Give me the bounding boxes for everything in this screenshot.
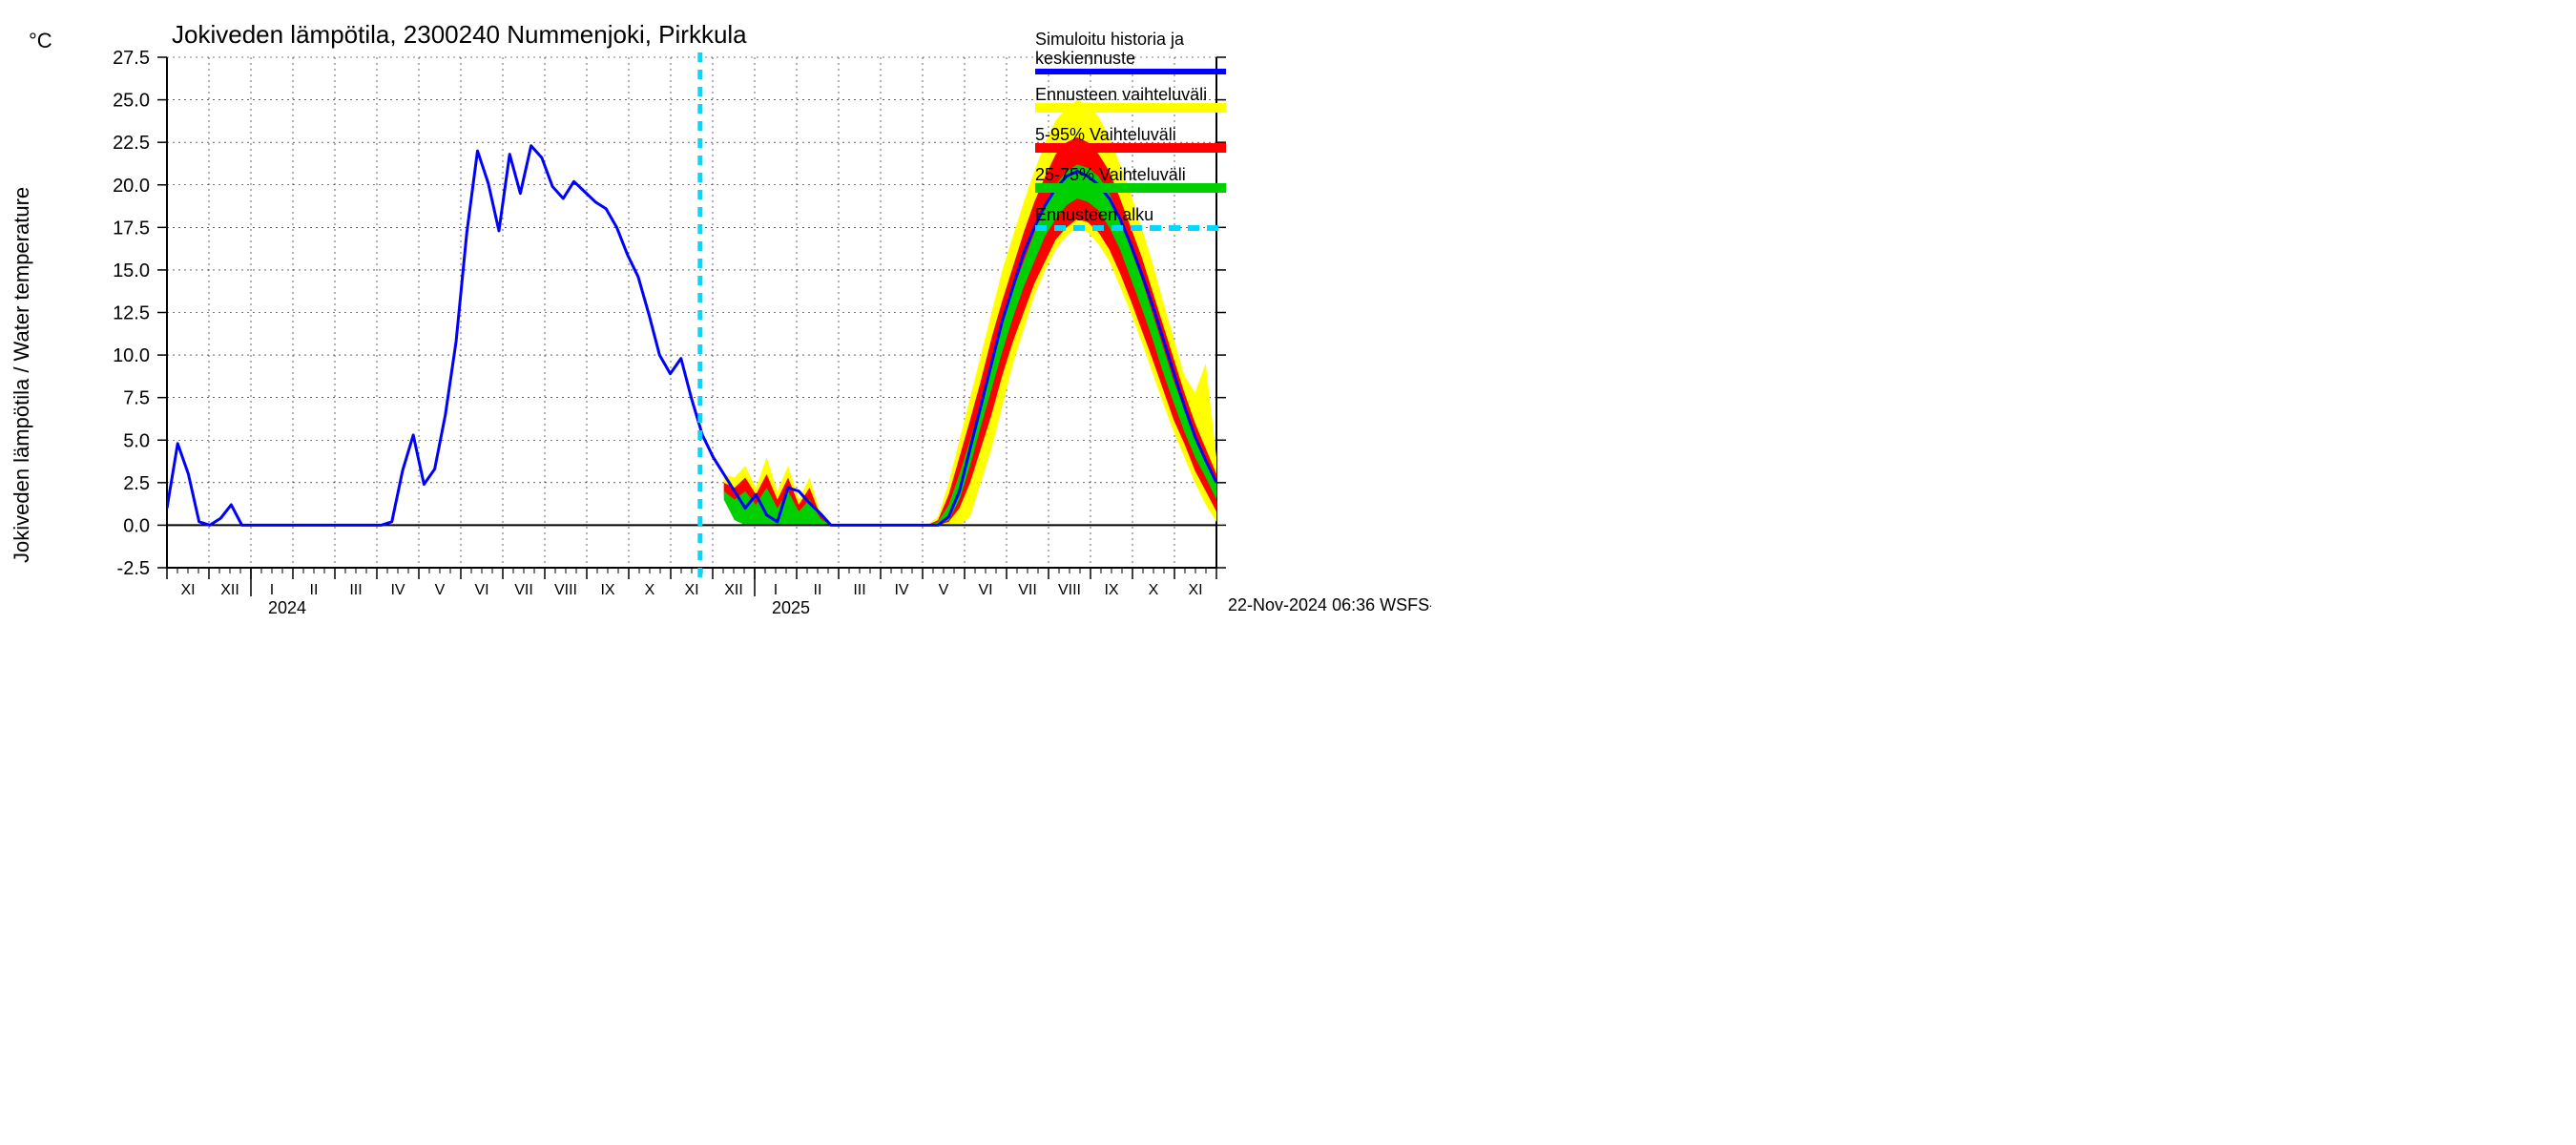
x-month-label: XI bbox=[180, 582, 195, 598]
x-year-label: 2024 bbox=[268, 598, 306, 617]
x-month-label: I bbox=[270, 582, 274, 598]
x-month-label: IV bbox=[390, 582, 405, 598]
legend-label: 5-95% Vaihteluväli bbox=[1035, 125, 1176, 144]
footer-timestamp: 22-Nov-2024 06:36 WSFS-O bbox=[1228, 595, 1431, 614]
chart-container: Jokiveden lämpötila, 2300240 Nummenjoki,… bbox=[0, 0, 1431, 636]
x-month-label: VIII bbox=[554, 582, 577, 598]
x-month-label: VIII bbox=[1058, 582, 1081, 598]
x-month-label: VII bbox=[514, 582, 533, 598]
y-axis-label: Jokiveden lämpötila / Water temperature bbox=[10, 187, 33, 563]
chart-svg: Jokiveden lämpötila, 2300240 Nummenjoki,… bbox=[0, 0, 1431, 636]
x-month-label: II bbox=[310, 582, 319, 598]
x-month-label: VII bbox=[1018, 582, 1037, 598]
legend-swatch bbox=[1035, 183, 1226, 193]
x-month-label: XI bbox=[1188, 582, 1202, 598]
legend-label: Ennusteen vaihteluväli bbox=[1035, 85, 1207, 104]
x-month-label: II bbox=[814, 582, 822, 598]
legend-swatch bbox=[1035, 143, 1226, 153]
y-tick-label: 5.0 bbox=[123, 430, 150, 451]
y-tick-label: 17.5 bbox=[113, 218, 150, 239]
x-month-label: XI bbox=[684, 582, 698, 598]
x-month-label: IX bbox=[1104, 582, 1118, 598]
x-month-label: III bbox=[853, 582, 865, 598]
x-month-label: VI bbox=[474, 582, 488, 598]
y-tick-label: 7.5 bbox=[123, 388, 150, 409]
y-tick-label: 0.0 bbox=[123, 515, 150, 536]
y-tick-label: 12.5 bbox=[113, 303, 150, 324]
x-month-label: X bbox=[645, 582, 655, 598]
y-tick-label: 22.5 bbox=[113, 133, 150, 154]
x-month-label: V bbox=[435, 582, 446, 598]
chart-title: Jokiveden lämpötila, 2300240 Nummenjoki,… bbox=[172, 20, 747, 49]
legend-label: Ennusteen alku bbox=[1035, 205, 1153, 224]
y-tick-label: 10.0 bbox=[113, 345, 150, 366]
y-tick-label: 25.0 bbox=[113, 91, 150, 112]
y-tick-label: 15.0 bbox=[113, 260, 150, 281]
y-tick-label: -2.5 bbox=[117, 558, 150, 579]
x-month-label: V bbox=[939, 582, 949, 598]
legend-label: keskiennuste bbox=[1035, 49, 1135, 68]
x-month-label: I bbox=[774, 582, 778, 598]
y-tick-label: 27.5 bbox=[113, 48, 150, 69]
y-axis-unit: °C bbox=[29, 29, 52, 52]
x-year-label: 2025 bbox=[772, 598, 810, 617]
x-month-label: XII bbox=[220, 582, 239, 598]
legend-label: Simuloitu historia ja bbox=[1035, 30, 1185, 49]
x-month-label: VI bbox=[978, 582, 992, 598]
x-month-label: III bbox=[349, 582, 362, 598]
y-tick-label: 2.5 bbox=[123, 473, 150, 494]
x-month-label: X bbox=[1149, 582, 1159, 598]
x-month-label: IX bbox=[600, 582, 614, 598]
x-month-label: IV bbox=[894, 582, 908, 598]
legend-swatch bbox=[1035, 103, 1226, 113]
x-month-label: XII bbox=[724, 582, 743, 598]
legend-label: 25-75% Vaihteluväli bbox=[1035, 165, 1186, 184]
y-tick-label: 20.0 bbox=[113, 176, 150, 197]
